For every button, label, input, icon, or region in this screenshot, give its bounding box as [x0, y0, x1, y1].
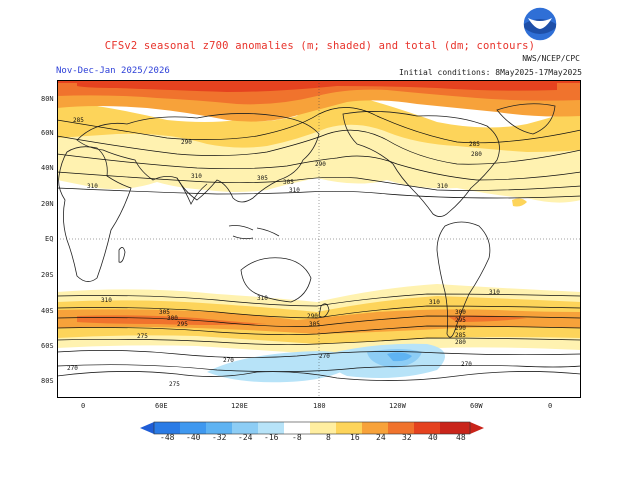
greenland-outline — [496, 103, 556, 135]
new-zealand-outline — [318, 303, 330, 318]
colorbar-swatch — [414, 422, 440, 434]
colorbar-label: 24 — [376, 433, 386, 442]
north-america-outline — [342, 111, 500, 217]
colorbar-label: 8 — [326, 433, 331, 442]
colorbar-swatch — [440, 422, 470, 434]
lat-label: 80N — [41, 95, 54, 103]
season-subtitle: Nov-Dec-Jan 2025/2026 — [56, 66, 170, 76]
height-contours — [57, 107, 581, 372]
contour-label: 305 — [283, 179, 294, 186]
colorbar-swatch — [258, 422, 284, 434]
contour-label: 290 — [455, 325, 466, 332]
anomaly-map: 285 290 310 305 310 310 290 305 310 285 … — [57, 80, 581, 398]
noaa-logo-icon — [522, 6, 558, 42]
map-frame — [57, 80, 581, 398]
contour-label: 270 — [461, 361, 472, 368]
colorbar-label: -8 — [292, 433, 302, 442]
anomaly-shading — [57, 80, 581, 383]
lon-label: 120E — [231, 402, 248, 410]
colorbar-label: 16 — [350, 433, 360, 442]
initial-conditions-label: Initial conditions: 8May2025-17May2025 — [398, 68, 582, 77]
contour-label: 290 — [181, 139, 192, 146]
contour-label: 285 — [73, 117, 84, 124]
contour-label: 300 — [455, 309, 466, 316]
contour-label: 305 — [159, 309, 170, 316]
contour-label: 270 — [223, 357, 234, 364]
colorbar-label: -40 — [186, 433, 201, 442]
colorbar-swatch — [284, 422, 310, 434]
contour-label: 275 — [137, 333, 148, 340]
lat-label: 20S — [41, 271, 54, 279]
contour-label: 310 — [489, 289, 500, 296]
colorbar-label: -48 — [160, 433, 175, 442]
map-grid — [57, 80, 581, 398]
colorbar-label: 40 — [428, 433, 438, 442]
contour-label: 310 — [289, 187, 300, 194]
lat-label: 40S — [41, 307, 54, 315]
contour-label: 310 — [101, 297, 112, 304]
colorbar-swatch — [232, 422, 258, 434]
contour-label: 290 — [315, 161, 326, 168]
lon-label: 0 — [81, 402, 86, 410]
lat-label: 80S — [41, 377, 54, 385]
colorbar-swatch — [362, 422, 388, 434]
colorbar-end-right — [470, 422, 484, 434]
contour-label: 270 — [67, 365, 78, 372]
contour-label: 275 — [169, 381, 180, 388]
antarctica-outline — [57, 371, 581, 381]
contour-label: 285 — [469, 141, 480, 148]
chart-title: CFSv2 seasonal z700 anomalies (m; shaded… — [104, 40, 536, 52]
lon-label: 60E — [155, 402, 168, 410]
colorbar-swatch — [154, 422, 180, 434]
lon-label: 0 — [548, 402, 553, 410]
contour-label: 310 — [437, 183, 448, 190]
india-outline — [176, 177, 208, 205]
contour-label: 300 — [167, 315, 178, 322]
colorbar-label: -24 — [238, 433, 253, 442]
contour-label: 310 — [257, 295, 268, 302]
south-america-outline — [436, 221, 491, 338]
colorbar-label: -16 — [264, 433, 279, 442]
indonesia-outline — [228, 225, 280, 240]
colorbar-label: -32 — [212, 433, 227, 442]
credit-label: NWS/NCEP/CPC — [522, 54, 580, 63]
colorbar — [140, 421, 484, 435]
lat-label: EQ — [45, 235, 54, 243]
lat-label: 40N — [41, 164, 54, 172]
contour-label: 310 — [191, 173, 202, 180]
lat-label: 60S — [41, 342, 54, 350]
contour-label: 305 — [257, 175, 268, 182]
contour-label: 290 — [307, 313, 318, 320]
contour-label: 280 — [455, 339, 466, 346]
contour-label: 310 — [87, 183, 98, 190]
africa-outline — [58, 146, 132, 282]
colorbar-swatch — [180, 422, 206, 434]
contour-label: 310 — [429, 299, 440, 306]
colorbar-swatch — [388, 422, 414, 434]
madagascar-outline — [118, 247, 126, 263]
lat-label: 20N — [41, 200, 54, 208]
colorbar-end-left — [140, 422, 154, 434]
lon-label: 60W — [470, 402, 483, 410]
contour-label: 280 — [471, 151, 482, 158]
lon-label: 120W — [389, 402, 406, 410]
contour-label: 295 — [455, 317, 466, 324]
contour-label: 270 — [319, 353, 330, 360]
coastlines — [57, 103, 581, 381]
colorbar-label: 32 — [402, 433, 412, 442]
colorbar-swatch — [336, 422, 362, 434]
europe-asia-outline — [76, 113, 320, 203]
lat-label: 60N — [41, 129, 54, 137]
lon-label: 180 — [313, 402, 326, 410]
colorbar-label: 48 — [456, 433, 466, 442]
contour-label: 285 — [455, 332, 466, 339]
colorbar-swatch — [206, 422, 232, 434]
contour-label: 305 — [309, 321, 320, 328]
contour-label: 295 — [177, 321, 188, 328]
colorbar-swatch — [310, 422, 336, 434]
australia-outline — [240, 257, 312, 303]
